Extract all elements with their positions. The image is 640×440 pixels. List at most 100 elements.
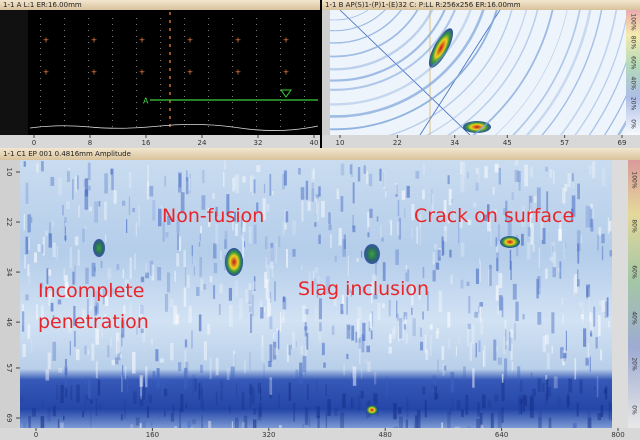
texture [302,423,304,428]
texture [351,325,355,341]
texture [425,349,429,360]
texture [57,177,62,196]
grid-dot [64,18,65,19]
texture [401,190,406,200]
texture [242,176,246,183]
texture [519,380,523,392]
texture [271,265,274,278]
texture [369,173,373,187]
grid-dot [304,96,305,97]
texture [201,424,203,428]
grid-dot [112,126,113,127]
grid-dot [160,114,161,115]
texture [318,275,320,290]
texture [74,265,76,285]
texture [176,253,180,267]
grid-dot [280,42,281,43]
grid-dot [184,102,185,103]
texture [589,311,592,322]
texture [53,292,55,305]
texture [466,172,469,179]
grid-dot [184,120,185,121]
grid-dot [304,60,305,61]
texture [444,226,447,231]
texture [110,337,112,347]
texture [328,212,331,225]
grid-dot [112,120,113,121]
texture [406,396,409,419]
texture [574,358,577,380]
texture [304,407,309,425]
texture [497,357,502,365]
texture [282,221,286,236]
texture [482,394,486,409]
grid-dot [256,30,257,31]
texture [253,281,256,290]
texture [591,209,594,223]
grid-dot [88,30,89,31]
x-tick-label: 24 [198,139,207,147]
texture [206,205,208,217]
texture [346,324,351,339]
grid-dot [280,24,281,25]
grid-dot [208,78,209,79]
texture [419,214,422,227]
grid-dot [40,66,41,67]
grid-dot [40,48,41,49]
texture [198,314,202,332]
grid-dot [40,24,41,25]
grid-dot [88,24,89,25]
texture [435,393,439,400]
texture [468,295,471,314]
texture [91,262,96,277]
texture [314,278,316,286]
texture [391,328,396,339]
texture [431,383,436,390]
grid-dot [232,90,233,91]
texture [67,318,71,328]
grid-dot [280,78,281,79]
texture [272,191,274,196]
grid-dot [208,108,209,109]
texture [236,383,238,399]
texture [201,414,203,428]
grid-dot [256,36,257,37]
texture [372,392,376,401]
texture [314,201,317,216]
grid-dot [112,102,113,103]
texture [215,206,218,217]
texture [191,245,193,256]
grid-dot [112,42,113,43]
grid-dot [136,18,137,19]
texture [139,396,144,407]
texture [66,317,70,323]
texture [177,232,179,251]
texture [256,165,261,172]
texture [174,270,176,282]
grid-dot [280,96,281,97]
texture [366,345,371,353]
grid-dot [88,48,89,49]
texture [538,247,541,268]
grid-dot [184,36,185,37]
texture [302,356,307,372]
texture [560,347,564,359]
texture [135,222,137,237]
texture [411,228,413,239]
grid-dot [88,90,89,91]
texture [572,423,577,428]
grid-dot [280,18,281,19]
texture [213,262,218,274]
grid-dot [256,48,257,49]
grid-dot [280,54,281,55]
texture [351,363,353,378]
grid-dot [184,24,185,25]
grid-dot [256,66,257,67]
texture [280,312,282,332]
texture [224,254,226,271]
texture [524,395,528,407]
texture [48,269,52,276]
texture [288,382,292,401]
texture [346,353,349,360]
texture [496,252,499,272]
